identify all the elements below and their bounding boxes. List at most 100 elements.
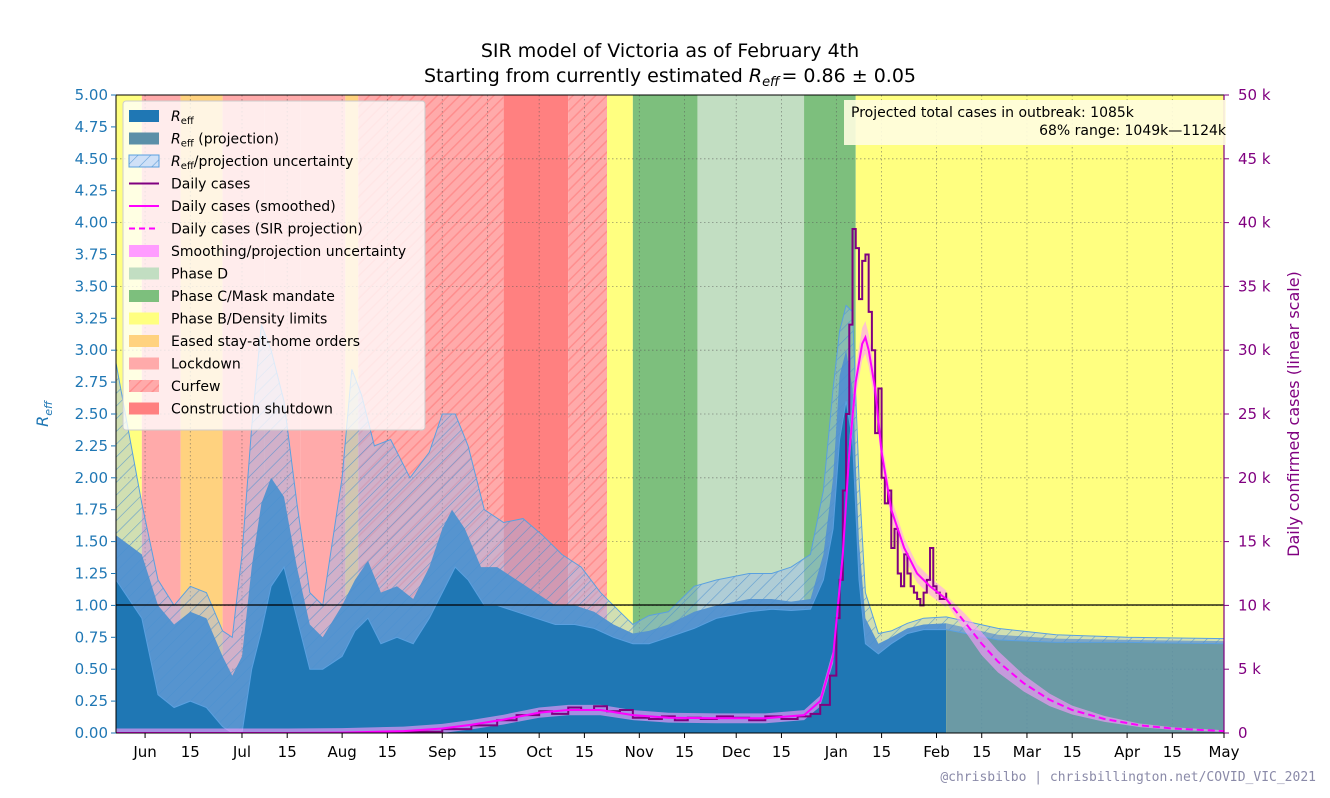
left-tick-label: 0.25 — [75, 692, 108, 710]
x-tick-label: 15 — [1063, 743, 1082, 761]
left-tick-label: 1.00 — [75, 596, 108, 614]
x-tick-label: Jul — [232, 743, 251, 761]
annotation-line2: 68% range: 1049k—1124k — [1039, 123, 1227, 139]
reff-series — [116, 304, 1224, 733]
left-tick-label: 0.75 — [75, 628, 108, 646]
legend-swatch-phaseB — [129, 312, 159, 325]
left-tick-label: 3.25 — [75, 309, 108, 327]
right-tick-label: 35 k — [1238, 277, 1271, 295]
legend-swatch-curfew — [129, 380, 159, 392]
left-tick-label: 2.25 — [75, 437, 108, 455]
title-line2-expr: = 0.86 ± 0.05 — [781, 65, 916, 87]
title-line2: Starting from currently estimated Reff = … — [424, 65, 916, 90]
right-axis: 0 5 k 10 k 15 k 20 k 25 k 30 k 35 k 40 k 45 k 50 k — [1224, 86, 1271, 742]
right-tick-label: 50 k — [1238, 86, 1271, 104]
title-line1: SIR model of Victoria as of February 4th — [481, 40, 859, 62]
right-tick-label: 25 k — [1238, 405, 1271, 423]
legend-label-reff: Reff — [171, 109, 195, 127]
title-r-subscript: eff — [762, 75, 781, 90]
legend-swatch-smooth-band — [129, 245, 159, 257]
right-tick-label: 5 k — [1238, 660, 1261, 678]
annotation-box — [844, 100, 1226, 145]
legend-swatch-construction — [129, 402, 159, 415]
x-tick-label: Mar — [1013, 743, 1042, 761]
legend-swatch-band-hatch — [129, 155, 159, 167]
left-tick-label: 2.50 — [75, 405, 108, 423]
legend-label-lockdown: Lockdown — [171, 357, 241, 373]
left-tick-label: 3.50 — [75, 277, 108, 295]
x-tick-label: 15 — [181, 743, 200, 761]
legend-box — [122, 100, 426, 431]
daily-cases-projection-line — [945, 598, 1224, 733]
left-tick-label: 3.00 — [75, 341, 108, 359]
projection-uncertainty-band — [946, 595, 1224, 732]
legend-label-smooth_band: Smoothing/projection uncertainty — [171, 244, 406, 260]
x-axis: Jun 15 Jul 15 Aug 15 Sep 15 Oct 15 Nov 15 Dec 15 Jan 15… — [132, 733, 1240, 761]
left-tick-label: 1.75 — [75, 501, 108, 519]
x-tick-label: Aug — [327, 743, 356, 761]
legend-swatch-reff — [129, 110, 159, 122]
left-tick-label: 1.25 — [75, 565, 108, 583]
x-tick-label: 15 — [478, 743, 497, 761]
x-tick-label: Apr — [1114, 743, 1141, 761]
x-tick-label: May — [1208, 743, 1239, 761]
total-cases-annotation: Projected total cases in outbreak: 1085k… — [844, 100, 1227, 145]
left-tick-label: 4.50 — [75, 150, 108, 168]
x-tick-label: Jun — [132, 743, 156, 761]
annotation-line1: Projected total cases in outbreak: 1085k — [851, 105, 1135, 121]
title-r-symbol: R — [749, 65, 762, 87]
x-tick-label: 15 — [675, 743, 694, 761]
legend-label-daily_projection: Daily cases (SIR projection) — [171, 222, 363, 238]
daily-cases-smoothed-line — [116, 334, 947, 733]
legend-label-daily_smoothed: Daily cases (smoothed) — [171, 199, 336, 215]
legend-swatch-lockdown — [129, 357, 159, 370]
x-tick-label: 15 — [575, 743, 594, 761]
left-tick-label: 1.50 — [75, 533, 108, 551]
title-line2-prefix: Starting from currently estimated — [424, 65, 749, 87]
left-tick-label: 2.75 — [75, 373, 108, 391]
right-tick-label: 45 k — [1238, 150, 1271, 168]
x-tick-label: 15 — [972, 743, 991, 761]
legend-label-construction: Construction shutdown — [171, 402, 333, 418]
chart-title: SIR model of Victoria as of February 4th… — [424, 40, 916, 90]
legend-label-reff_band: Reff/projection uncertainty — [171, 154, 353, 172]
legend-label-phaseB: Phase B/Density limits — [171, 312, 327, 328]
right-tick-label: 15 k — [1238, 533, 1271, 551]
left-axis-label: Reff — [33, 400, 55, 427]
legend-swatch-reff_projection — [129, 132, 159, 145]
right-tick-label: 40 k — [1238, 214, 1271, 232]
left-tick-label: 0.50 — [75, 660, 108, 678]
left-tick-label: 3.75 — [75, 246, 108, 264]
x-tick-label: Oct — [526, 743, 552, 761]
case-series — [116, 227, 1224, 733]
legend-swatch-phaseD — [129, 267, 159, 280]
left-tick-label: 4.75 — [75, 118, 108, 136]
reff-uncertainty-hatch — [116, 304, 1224, 733]
x-tick-label: 15 — [772, 743, 791, 761]
left-tick-label: 2.00 — [75, 469, 108, 487]
x-tick-label: 15 — [278, 743, 297, 761]
right-tick-label: 0 — [1238, 724, 1248, 742]
credit-text: @chrisbilbo | chrisbillington.net/COVID_… — [940, 770, 1316, 785]
right-tick-label: 10 k — [1238, 596, 1271, 614]
left-tick-label: 4.25 — [75, 182, 108, 200]
x-tick-label: 15 — [872, 743, 891, 761]
legend-swatch-eased — [129, 335, 159, 347]
left-tick-label: 0.00 — [75, 724, 108, 742]
x-tick-label: Sep — [428, 743, 456, 761]
x-tick-label: Nov — [625, 743, 654, 761]
legend-label-curfew: Curfew — [171, 379, 220, 395]
x-tick-label: Dec — [722, 743, 751, 761]
right-tick-label: 30 k — [1238, 341, 1271, 359]
reff-projection-area — [946, 623, 1224, 733]
left-tick-label: 5.00 — [75, 86, 108, 104]
legend-label-daily_cases: Daily cases — [171, 177, 250, 193]
legend-label-eased: Eased stay-at-home orders — [171, 334, 360, 350]
left-axis: 0.00 0.25 0.50 0.75 1.00 1.25 1.50 1.75 2.00 2.25… — [75, 86, 116, 742]
legend: Reff Reff (projection) Reff/projection unc… — [122, 100, 426, 431]
right-axis-label: Daily confirmed cases (linear scale) — [1284, 271, 1303, 557]
legend-swatch-phaseC — [129, 290, 159, 302]
x-tick-label: Jan — [824, 743, 848, 761]
x-tick-label: 15 — [1163, 743, 1182, 761]
